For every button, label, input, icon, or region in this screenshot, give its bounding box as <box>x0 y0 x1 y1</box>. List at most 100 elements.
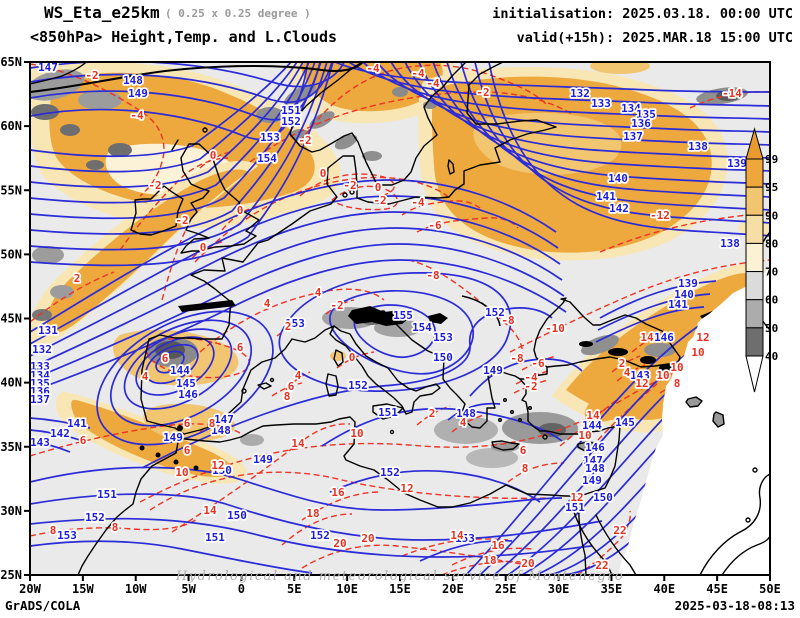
colorbar-level-label: 95 <box>765 181 778 194</box>
height-contour-label: 150 <box>433 351 453 364</box>
temperature-contour-label: 2 <box>74 272 81 285</box>
height-contour-label: 151 <box>378 406 398 419</box>
temperature-contour-label: 10 <box>175 466 188 479</box>
temperature-contour-label: 16 <box>331 486 345 499</box>
colorbar-level-label: 40 <box>765 350 778 363</box>
colorbar-segment <box>746 215 763 243</box>
lon-tick-label: 10W <box>125 582 147 596</box>
temperature-contour-label: 12 <box>400 482 413 495</box>
temperature-contour-label: 20 <box>361 532 374 545</box>
height-contour-label: 132 <box>32 343 52 356</box>
temperature-contour-label: 14 <box>450 529 464 542</box>
temperature-contour-label: -4 <box>130 109 144 122</box>
lon-tick-label: 35E <box>601 582 623 596</box>
temperature-contour-label: -4 <box>411 67 425 80</box>
temperature-contour-label: 4 <box>295 369 302 382</box>
height-contour-label: 138 <box>688 140 708 153</box>
temperature-contour-label: -4 <box>366 62 380 75</box>
height-contour-label: 154 <box>412 321 432 334</box>
temperature-contour-label: 4 <box>142 370 149 383</box>
height-contour-label: 141 <box>668 298 688 311</box>
height-contour-label: 149 <box>163 431 183 444</box>
temperature-contour-label: -6 <box>531 357 545 370</box>
temperature-contour-label: 10 <box>691 346 704 359</box>
temperature-contour-label: 0 <box>320 167 327 180</box>
height-contour-label: 136 <box>631 117 651 130</box>
height-contour-label: 142 <box>609 202 629 215</box>
temperature-contour-label: 10 <box>656 369 669 382</box>
temperature-contour-label: -2 <box>330 299 343 312</box>
temperature-contour-label: 0 <box>237 204 244 217</box>
temperature-contour-label: -6 <box>428 219 442 232</box>
map-canvas: WS_Eta_e25km ( 0.25 x 0.25 degree ) <850… <box>0 0 800 618</box>
height-contour-label: 141 <box>67 417 87 430</box>
temperature-contour-label: -10 <box>545 322 565 335</box>
colorbar-segment <box>746 187 763 215</box>
colorbar-bottom-triangle <box>746 356 763 392</box>
temperature-contour-label: 14 <box>586 409 600 422</box>
lat-tick-label: 45N <box>0 312 22 326</box>
lat-tick-label: 25N <box>0 568 22 582</box>
height-contour-label: 152 <box>85 511 105 524</box>
temperature-contour-label: -8 <box>510 352 523 365</box>
lon-tick-label: 15W <box>72 582 94 596</box>
temperature-contour-label: -14 <box>722 87 742 100</box>
footer-timestamp: 2025-03-18-08:13 <box>675 598 795 613</box>
height-contour-label: 153 <box>57 529 77 542</box>
temperature-contour-label: 2 <box>429 407 436 420</box>
temperature-contour-label: 14 <box>291 437 305 450</box>
temperature-contour-label: 6 <box>520 444 527 457</box>
colorbar-level-label: 60 <box>765 294 778 307</box>
colorbar-segment <box>746 159 763 187</box>
colorbar-level-label: 90 <box>765 209 778 222</box>
temperature-contour-label: 10 <box>350 427 363 440</box>
temperature-contour-label: -2 <box>373 194 386 207</box>
lon-tick-label: 25E <box>495 582 517 596</box>
height-contour-label: 152 <box>310 529 330 542</box>
height-contour-label: 155 <box>393 309 413 322</box>
lat-tick-label: 55N <box>0 183 22 197</box>
temperature-contour-label: 12 <box>635 377 648 390</box>
lat-tick-label: 40N <box>0 376 22 390</box>
lat-tick-label: 35N <box>0 440 22 454</box>
height-contour-label: 152 <box>380 466 400 479</box>
temperature-contour-label: 8 <box>209 417 216 430</box>
temperature-contour-label: -2 <box>175 214 188 227</box>
colorbar-segment <box>746 300 763 328</box>
temperature-contour-label: 10 <box>670 361 683 374</box>
height-contour-label: 150 <box>227 509 247 522</box>
height-contour-label: 142 <box>50 427 70 440</box>
height-contour-label: 146 <box>178 388 198 401</box>
height-contour-label: 146 <box>654 331 674 344</box>
height-contour-label: 152 <box>281 115 301 128</box>
temperature-contour-label: 18 <box>306 507 319 520</box>
init-time: initialisation: 2025.03.18. 00:00 UTC <box>492 6 793 22</box>
chart-title-grid: ( 0.25 x 0.25 degree ) <box>165 7 311 20</box>
height-contour-label: 150 <box>593 491 613 504</box>
temperature-contour-label: -12 <box>650 209 670 222</box>
temperature-contour-label: 8 <box>674 377 681 390</box>
temperature-contour-label: 6 <box>184 417 191 430</box>
temperature-contour-label: -2 <box>343 179 356 192</box>
colorbar-level-label: 70 <box>765 266 778 279</box>
lon-tick-label: 20W <box>19 582 41 596</box>
lon-tick-label: 5E <box>287 582 301 596</box>
temperature-contour-label: -8 <box>501 314 514 327</box>
height-contour-label: 149 <box>483 364 503 377</box>
temperature-contour-label: 16 <box>491 539 505 552</box>
temperature-contour-label: 8 <box>112 521 119 534</box>
lon-tick-label: 0 <box>238 582 245 596</box>
temperature-contour-label: -4 <box>426 77 440 90</box>
height-contour-label: 137 <box>623 130 643 143</box>
height-contour-label: 140 <box>608 172 628 185</box>
temperature-contour-label: 12 <box>696 331 709 344</box>
temperature-contour-label: 8 <box>284 390 291 403</box>
lon-tick-label: 15E <box>389 582 411 596</box>
height-contour-label: 138 <box>720 237 740 250</box>
temperature-contour-label: 4 <box>264 297 271 310</box>
height-contour-label: 149 <box>253 453 273 466</box>
colorbar-level-label: 80 <box>765 237 778 250</box>
temperature-contour-label: 6 <box>184 444 191 457</box>
height-contour-label: 153 <box>433 331 453 344</box>
colorbar-segment <box>746 328 763 356</box>
